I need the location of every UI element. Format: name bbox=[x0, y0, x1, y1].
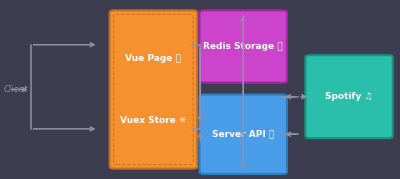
FancyBboxPatch shape bbox=[200, 10, 287, 83]
Text: Vue Page 🖥: Vue Page 🖥 bbox=[126, 54, 181, 63]
Text: Spotify ♫: Spotify ♫ bbox=[325, 92, 373, 101]
FancyBboxPatch shape bbox=[200, 95, 287, 174]
Text: Vuex Store ✳️: Vuex Store ✳️ bbox=[120, 116, 186, 125]
Text: Server API 📦: Server API 📦 bbox=[212, 130, 274, 139]
Text: Redis Storage 🖥: Redis Storage 🖥 bbox=[204, 42, 283, 51]
Text: Client: Client bbox=[3, 85, 28, 94]
FancyBboxPatch shape bbox=[305, 55, 393, 138]
FancyBboxPatch shape bbox=[110, 10, 197, 169]
